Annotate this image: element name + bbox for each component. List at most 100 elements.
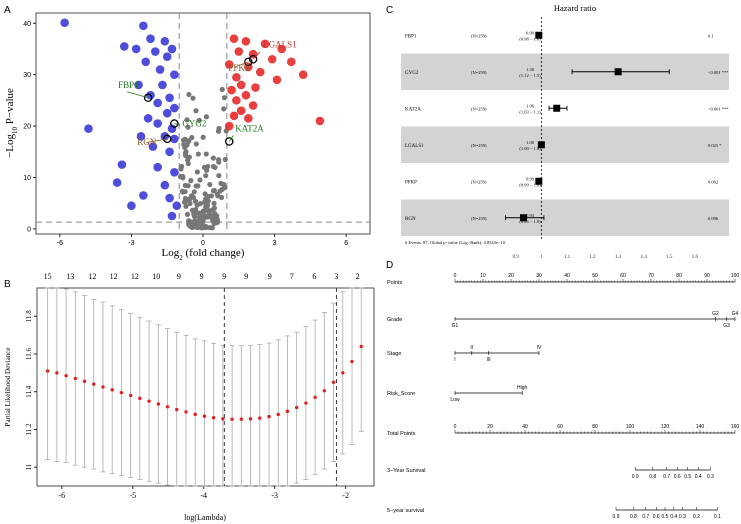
down-point xyxy=(153,98,162,108)
highlight-ring xyxy=(170,119,179,128)
deviance-point xyxy=(138,396,142,401)
x-tick-label: 6 xyxy=(344,240,348,247)
forest-ci: (1.03 − 1.1) xyxy=(519,109,541,114)
y-tick-label: 11.4 xyxy=(25,385,33,397)
nomogram-row-label: Stage xyxy=(387,351,401,357)
forest-variable: KAT2A xyxy=(405,107,421,112)
ns-point xyxy=(194,169,200,175)
prob-label: 0.3 xyxy=(679,514,686,520)
cat-label: III xyxy=(487,357,491,363)
ns-point xyxy=(204,205,210,211)
nomogram-rows: Points 0 10 20 30 40 50 60 70 80 90 100 Grade G1 G2 G4G… xyxy=(387,273,739,520)
prob-label: 0.6 xyxy=(653,514,660,520)
down-point xyxy=(162,52,172,61)
prob-label: 0.7 xyxy=(642,514,649,520)
up-point xyxy=(255,67,265,77)
ns-point xyxy=(210,188,217,194)
ns-point xyxy=(214,213,220,219)
cat-label: G1 xyxy=(452,323,459,329)
y-tick-label: 0 xyxy=(27,226,31,233)
ns-point xyxy=(193,108,199,114)
highlight-ring xyxy=(162,134,172,144)
cat-label: Low xyxy=(450,397,460,403)
ns-point xyxy=(180,189,186,195)
scale-label: 20 xyxy=(487,424,493,430)
forest-tick-label: 1 xyxy=(540,255,543,260)
panel-label-b: B xyxy=(4,279,11,290)
forest-n: (N=259) xyxy=(471,216,487,221)
down-point xyxy=(170,134,179,144)
ns-point xyxy=(217,188,223,194)
deviance-point xyxy=(248,417,253,421)
panel-label-d: D xyxy=(386,260,393,271)
forest-ci: (0.86 − 1.0) xyxy=(519,219,541,224)
ns-point xyxy=(192,217,198,224)
up-point xyxy=(248,101,258,110)
ns-point xyxy=(210,207,216,213)
scale-label: 100 xyxy=(731,273,740,279)
deviance-point xyxy=(184,410,188,414)
prob-label: 0.6 xyxy=(674,474,681,480)
forest-n: (N=259) xyxy=(471,143,487,148)
scale-label: 40 xyxy=(522,424,528,430)
up-point xyxy=(236,106,246,115)
ns-point xyxy=(207,224,213,231)
scale-label: 10 xyxy=(480,273,486,279)
cat-label: G2 xyxy=(712,311,719,317)
deviance-point xyxy=(304,401,308,405)
deviance-point xyxy=(267,414,271,419)
ns-point xyxy=(188,178,194,184)
scale-label: 0 xyxy=(454,273,457,279)
gene-label: FBP1 xyxy=(118,80,139,90)
lasso-x-axis-title: log(Lambda) xyxy=(184,513,226,522)
nomogram-panel: D Points 0 10 20 30 40 50 60 70 80 90 100 Grade G1 G2 G… xyxy=(386,260,739,520)
deviance-point xyxy=(211,416,216,420)
ns-point xyxy=(186,138,192,144)
deviance-point xyxy=(359,344,363,349)
up-point xyxy=(272,75,282,85)
up-point xyxy=(227,85,236,95)
deviance-point xyxy=(221,417,225,421)
prob-label: 0.3 xyxy=(707,474,714,480)
scale-label: 60 xyxy=(557,424,563,430)
highlight-leader xyxy=(252,51,261,60)
forest-n: (N=259) xyxy=(471,70,487,75)
down-point xyxy=(146,34,155,43)
forest-plot-panel: C Hazard ratio FBP1 (N=259)0.99(0.98 − 1.… xyxy=(386,3,729,260)
ns-point xyxy=(210,155,216,161)
ns-point xyxy=(186,218,192,224)
gene-label: GYG2 xyxy=(182,119,206,129)
ns-point xyxy=(219,86,225,93)
deviance-point xyxy=(294,405,299,410)
down-point xyxy=(165,93,174,103)
forest-pvalue: <0.001 *** xyxy=(708,70,729,75)
forest-row-shade xyxy=(401,199,729,236)
gene-label: LGALS1 xyxy=(263,39,297,49)
forest-row-shade xyxy=(401,126,729,163)
deviance-point xyxy=(331,380,336,384)
y-tick-label: 20 xyxy=(23,124,31,131)
prob-label: 0.8 xyxy=(649,474,656,480)
down-point xyxy=(119,42,129,51)
ns-point xyxy=(218,180,224,186)
highlight-ring xyxy=(244,57,253,67)
forest-tick-label: 1.5 xyxy=(666,255,673,260)
down-point xyxy=(141,57,151,67)
down-point xyxy=(139,21,148,31)
deviance-point xyxy=(82,379,87,384)
forest-variable: PFKP xyxy=(405,180,417,185)
variable-count: 9 xyxy=(177,272,181,281)
gene-label: KAT2A xyxy=(235,123,264,133)
ns-point xyxy=(222,156,228,163)
forest-hr: 0.99 xyxy=(526,30,535,35)
scale-label: 0 xyxy=(454,424,457,430)
lasso-lambda-lines xyxy=(223,288,337,486)
ns-point xyxy=(195,183,201,189)
ns-point xyxy=(207,213,213,219)
variable-count: 9 xyxy=(268,272,272,281)
down-point xyxy=(167,44,177,54)
up-point xyxy=(232,72,241,82)
deviance-point xyxy=(147,399,151,403)
forest-variable: RGN xyxy=(405,217,416,222)
